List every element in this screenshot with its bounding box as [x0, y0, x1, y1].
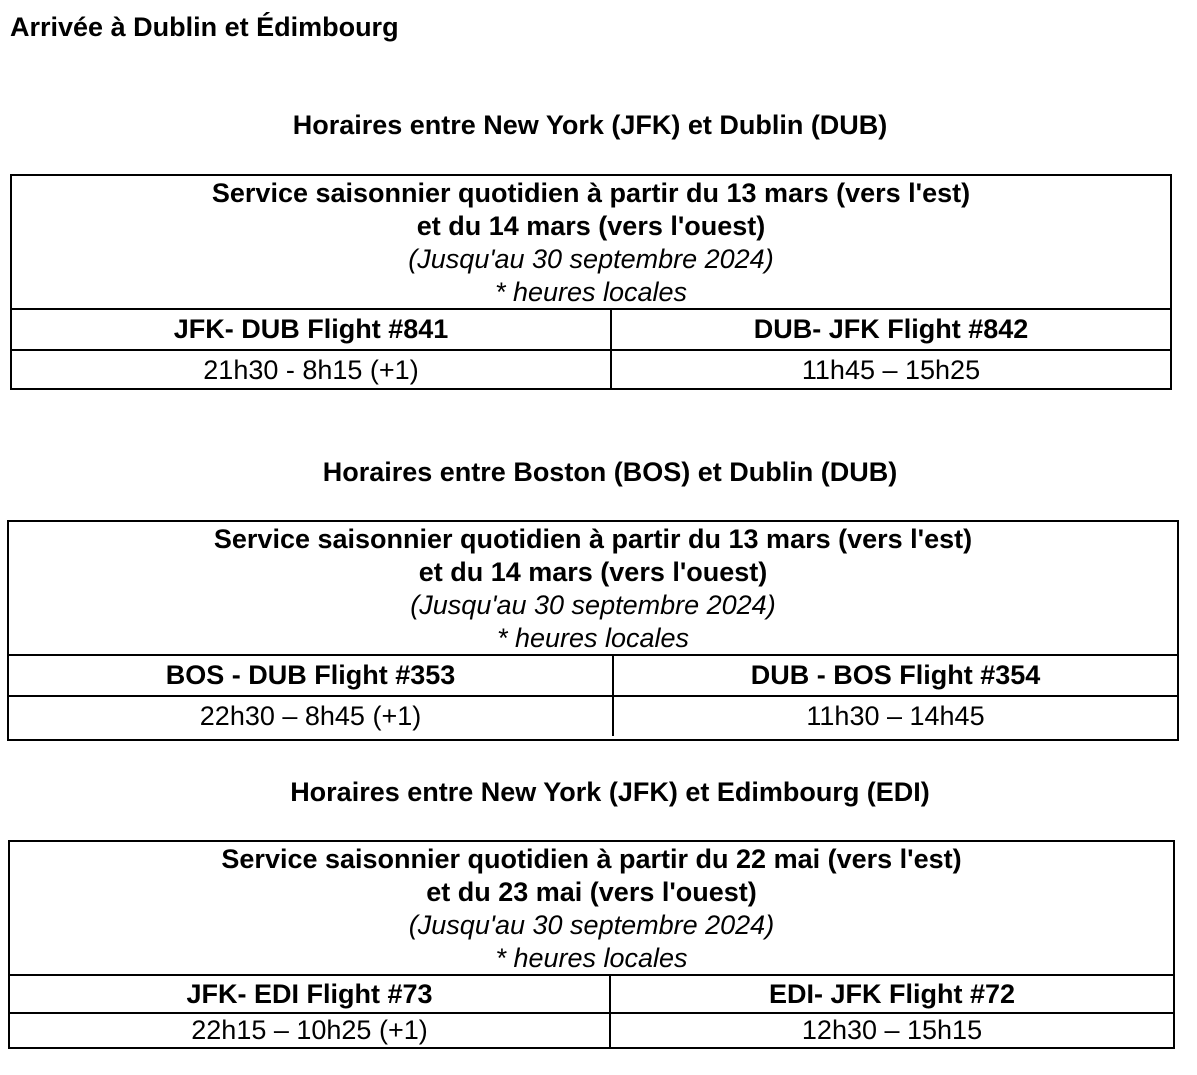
service-line-1: Service saisonnier quotidien à partir du…: [213, 524, 973, 554]
flight-header-row: BOS - DUB Flight #353 DUB - BOS Flight #…: [9, 656, 1177, 697]
service-line-2: et du 23 mai (vers l'ouest): [426, 877, 757, 907]
return-flight-header: DUB - BOS Flight #354: [750, 660, 1041, 690]
return-flight-header: DUB- JFK Flight #842: [753, 314, 1029, 344]
local-time-note: * heures locales: [495, 943, 688, 973]
service-line-2: et du 14 mars (vers l'ouest): [416, 211, 766, 241]
validity-text: (Jusqu'au 30 septembre 2024): [408, 910, 775, 940]
section-title-jfk-dub: Horaires entre New York (JFK) et Dublin …: [292, 110, 888, 140]
flight-times-row: 22h15 – 10h25 (+1) 12h30 – 15h15: [10, 1014, 1173, 1047]
validity-text: (Jusqu'au 30 septembre 2024): [408, 244, 774, 274]
outbound-flight-header: BOS - DUB Flight #353: [9, 656, 614, 695]
return-flight-header: EDI- JFK Flight #72: [768, 979, 1016, 1009]
schedule-table-bos-dub: Service saisonnier quotidien à partir du…: [7, 520, 1179, 741]
service-line-1: Service saisonnier quotidien à partir du…: [221, 844, 962, 874]
local-time-note: * heures locales: [496, 623, 690, 653]
service-info: Service saisonnier quotidien à partir du…: [9, 522, 1177, 656]
service-line-2: et du 14 mars (vers l'ouest): [418, 557, 768, 587]
service-info: Service saisonnier quotidien à partir du…: [10, 842, 1173, 976]
section-title-bos-dub: Horaires entre Boston (BOS) et Dublin (D…: [322, 457, 898, 487]
flight-header-row: JFK- DUB Flight #841 DUB- JFK Flight #84…: [12, 310, 1170, 351]
flight-times-row: 21h30 - 8h15 (+1) 11h45 – 15h25: [12, 351, 1170, 390]
outbound-flight-header: JFK- DUB Flight #841: [12, 310, 612, 349]
outbound-flight-times: 22h30 – 8h45 (+1): [9, 697, 614, 736]
service-line-1: Service saisonnier quotidien à partir du…: [211, 178, 971, 208]
flight-header-row: JFK- EDI Flight #73 EDI- JFK Flight #72: [10, 976, 1173, 1014]
return-flight-times: 12h30 – 15h15: [801, 1015, 983, 1045]
outbound-flight-times: 21h30 - 8h15 (+1): [12, 351, 612, 390]
outbound-flight-header: JFK- EDI Flight #73: [10, 976, 611, 1012]
schedule-table-jfk-dub: Service saisonnier quotidien à partir du…: [10, 174, 1172, 390]
schedule-table-jfk-edi: Service saisonnier quotidien à partir du…: [8, 840, 1175, 1049]
section-title-jfk-edi: Horaires entre New York (JFK) et Edimbou…: [290, 777, 930, 807]
page-title: Arrivée à Dublin et Édimbourg: [10, 12, 399, 42]
return-flight-times: 11h30 – 14h45: [806, 701, 985, 731]
flight-times-row: 22h30 – 8h45 (+1) 11h30 – 14h45: [9, 697, 1177, 736]
outbound-flight-times: 22h15 – 10h25 (+1): [10, 1014, 611, 1047]
local-time-note: * heures locales: [494, 277, 688, 307]
return-flight-times: 11h45 – 15h25: [801, 355, 981, 385]
validity-text: (Jusqu'au 30 septembre 2024): [410, 590, 776, 620]
service-info: Service saisonnier quotidien à partir du…: [12, 176, 1170, 310]
